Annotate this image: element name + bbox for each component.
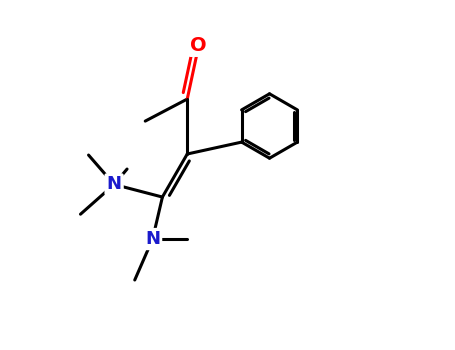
Text: O: O (191, 36, 207, 55)
Text: N: N (145, 230, 160, 248)
Text: N: N (106, 175, 121, 194)
